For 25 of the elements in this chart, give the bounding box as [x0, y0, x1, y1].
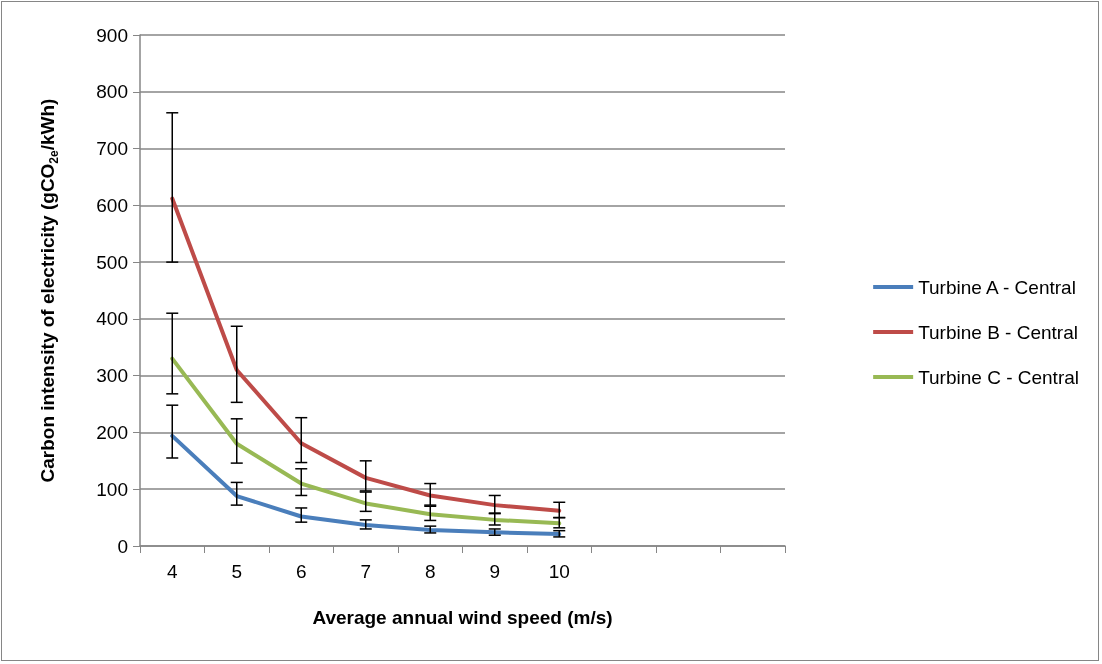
y-axis-title: Carbon intensity of electricity (gCO2e/kWh) — [36, 98, 61, 483]
y-tick-label: 600 — [96, 194, 128, 216]
x-tick-label: 5 — [231, 561, 243, 582]
y-tick-label: 500 — [96, 251, 128, 273]
legend-label: Turbine C - Central — [918, 366, 1080, 388]
legend-label: Turbine B - Central — [918, 321, 1078, 343]
x-tick-label: 10 — [548, 561, 570, 582]
x-tick-label: 9 — [489, 561, 501, 582]
line-series — [170, 433, 562, 537]
y-tick-label: 0 — [117, 535, 128, 557]
x-tick-label: 4 — [166, 561, 178, 582]
y-tick-label: 300 — [96, 365, 128, 387]
y-tick-label: 200 — [96, 421, 128, 443]
x-tick-label: 6 — [295, 561, 307, 582]
y-tick-label: 400 — [96, 308, 128, 330]
y-tick-label: 900 — [96, 24, 128, 46]
y-tick-label: 100 — [96, 478, 128, 500]
line-series — [170, 356, 562, 526]
x-tick-label: 7 — [360, 561, 372, 582]
x-axis-title: Average annual wind speed (m/s) — [312, 607, 613, 628]
x-tick-label: 8 — [424, 561, 436, 582]
y-tick-label: 700 — [96, 138, 128, 160]
line-series — [170, 196, 562, 513]
legend-label: Turbine A - Central — [918, 276, 1076, 298]
y-tick-label: 800 — [96, 81, 128, 103]
